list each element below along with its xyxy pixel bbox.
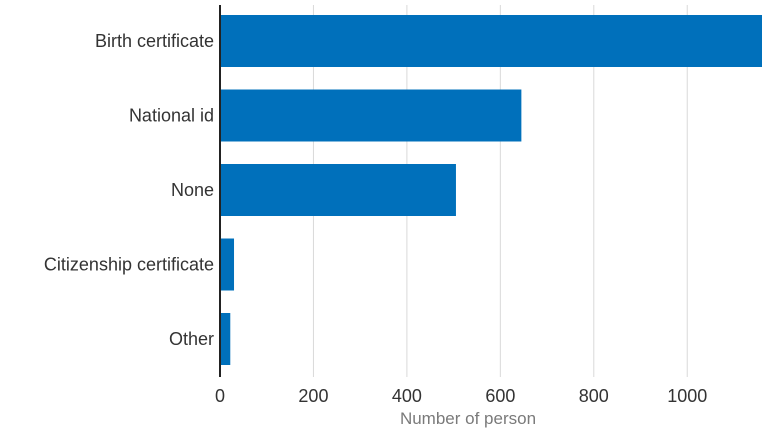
x-tick-label-800: 800	[579, 386, 609, 406]
bar-national-id	[220, 89, 522, 142]
x-tick-label-400: 400	[392, 386, 422, 406]
category-label-national-id: National id	[129, 106, 214, 126]
category-label-none: None	[171, 180, 214, 200]
x-tick-labels: 0 200 400 600 800 1000	[215, 386, 707, 406]
category-label-birth-certificate: Birth certificate	[95, 31, 214, 51]
bar-citizenship-certificate	[220, 238, 235, 291]
bar-none	[220, 164, 456, 216]
x-tick-label-0: 0	[215, 386, 225, 406]
category-label-other: Other	[169, 329, 214, 349]
x-tick-label-600: 600	[485, 386, 515, 406]
category-label-citizenship-certificate: Citizenship certificate	[44, 255, 214, 275]
x-axis-title: Number of person	[400, 409, 536, 428]
bars	[220, 15, 762, 365]
bar-other	[220, 313, 231, 365]
bar-birth-certificate	[220, 15, 762, 67]
x-tick-label-1000: 1000	[667, 386, 707, 406]
category-labels: Birth certificate National id None Citizens…	[44, 31, 214, 349]
x-tick-label-200: 200	[298, 386, 328, 406]
